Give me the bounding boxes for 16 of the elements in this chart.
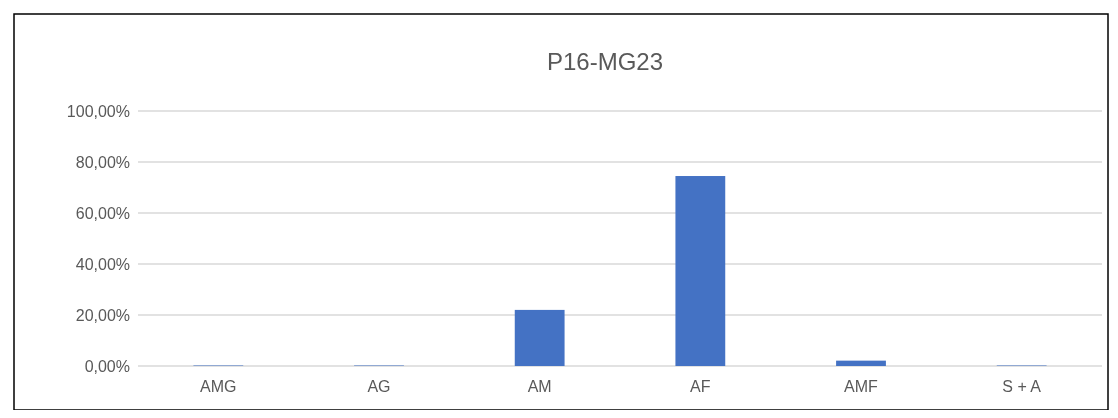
- chart-title: P16-MG23: [546, 48, 664, 75]
- x-tick-label: AG: [367, 378, 391, 395]
- x-tick-label: AMF: [844, 378, 879, 395]
- y-tick-label: 60,00%: [75, 204, 130, 222]
- bar: [675, 176, 726, 366]
- y-tick-label: 40,00%: [75, 255, 130, 273]
- bar: [836, 360, 886, 366]
- y-tick-label: 80,00%: [75, 153, 130, 171]
- y-tick-label: 100,00%: [66, 102, 130, 120]
- x-tick-label: S + A: [1002, 378, 1042, 395]
- y-tick-label: 20,00%: [75, 306, 130, 324]
- x-tick-label: AMG: [200, 378, 237, 395]
- x-tick-label: AF: [690, 378, 711, 395]
- y-tick-label: 0,00%: [84, 357, 130, 375]
- bar: [514, 309, 565, 366]
- x-tick-label: AM: [527, 378, 552, 395]
